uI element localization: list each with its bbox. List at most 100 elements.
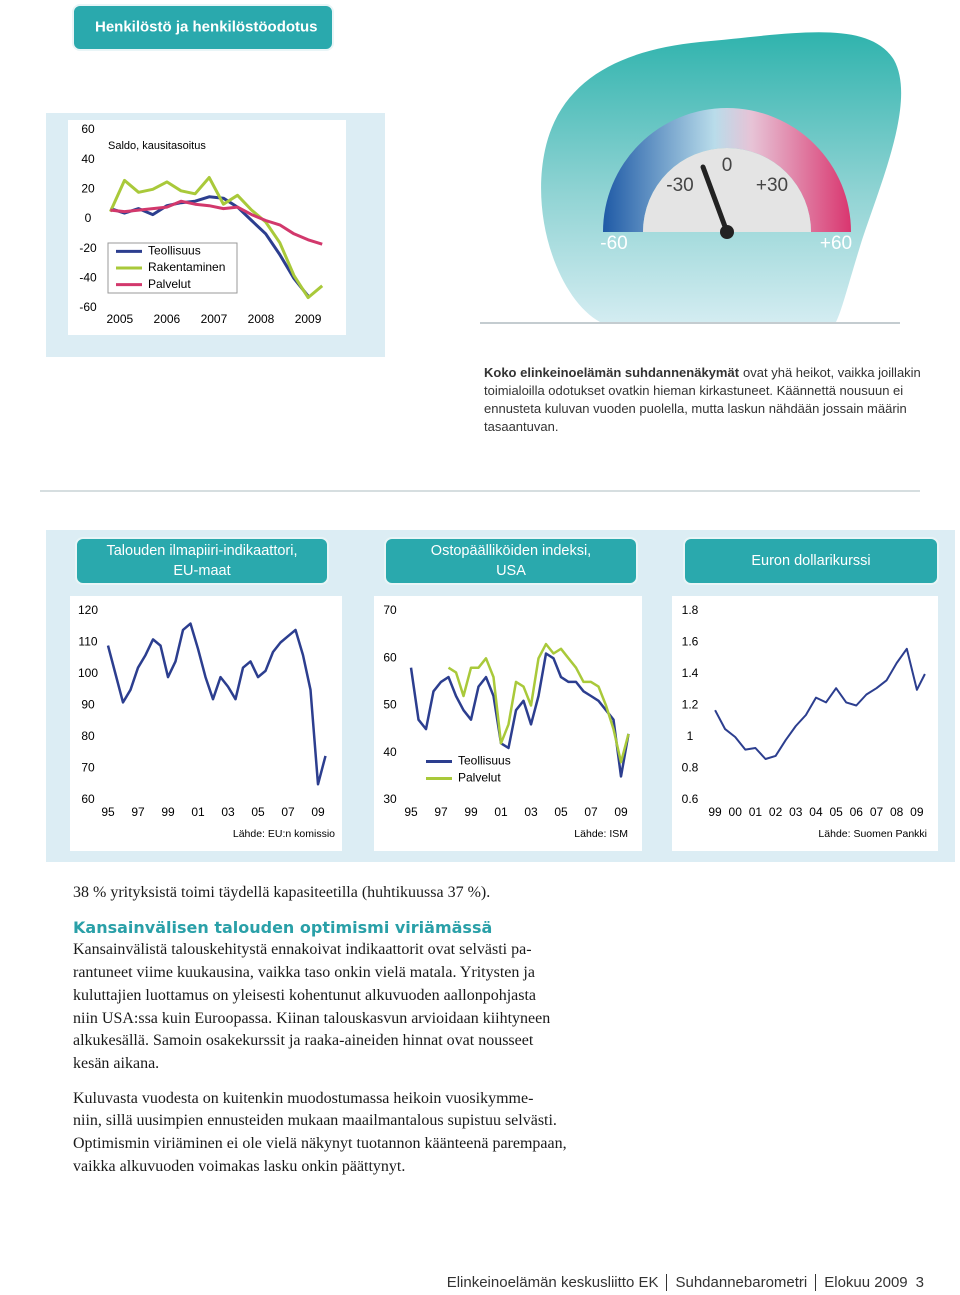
series-line	[714, 647, 926, 760]
plot-area	[68, 120, 346, 335]
legend-label: Teollisuus	[148, 244, 201, 258]
y-tick-label: 120	[78, 603, 98, 617]
y-tick-label: 70	[383, 603, 397, 617]
y-tick-label: 40	[81, 152, 95, 166]
chart-title: Talouden ilmapiiri-indikaattori,	[106, 543, 297, 559]
gauge-label: -60	[600, 233, 627, 254]
x-tick-label: 09	[910, 805, 924, 819]
footer-item: Elinkeinoelämän keskusliitto EK	[446, 1274, 659, 1291]
x-tick-label: 03	[221, 805, 235, 819]
x-tick-label: 03	[789, 805, 803, 819]
x-tick-label: 99	[161, 805, 175, 819]
paragraph-line: kuluttajien luottamus on yleisesti kohen…	[73, 986, 537, 1004]
legend-label: Palvelut	[458, 771, 501, 785]
paragraph-line: alkukesällä. Samoin osakekurssit ja raak…	[73, 1032, 534, 1050]
y-tick-label: -60	[79, 300, 97, 314]
intro-text: toimialoilla odotukset ovatkin hieman ki…	[484, 383, 904, 398]
y-tick-label: 0.8	[682, 761, 699, 775]
y-tick-label: 20	[81, 182, 95, 196]
x-tick-label: 05	[829, 805, 843, 819]
paragraph-line: vaikka alkuvuoden voimakas lasku onkin p…	[73, 1157, 406, 1175]
x-tick-label: 07	[584, 805, 598, 819]
y-tick-label: 0.6	[682, 792, 699, 806]
chart-title: EU-maat	[173, 563, 230, 579]
footer-item: Suhdannebarometri	[666, 1274, 808, 1291]
chart-title: Euron dollarikurssi	[751, 553, 870, 569]
title-tab	[384, 537, 638, 585]
y-tick-label: 90	[81, 698, 95, 712]
x-tick-label: 2005	[106, 312, 133, 326]
x-tick-label: 2009	[295, 312, 322, 326]
y-tick-label: 1.8	[682, 603, 699, 617]
page-number: 3	[915, 1274, 924, 1291]
x-tick-label: 08	[890, 805, 904, 819]
intro-line: Koko elinkeinoelämän suhdannenäkymät ovat…	[484, 364, 934, 382]
y-tick-label: 1.4	[682, 666, 699, 680]
y-tick-label: 40	[383, 745, 397, 759]
x-tick-label: 97	[434, 805, 448, 819]
legend-box	[418, 753, 510, 787]
legend-label: Teollisuus	[458, 754, 511, 768]
x-tick-label: 99	[708, 805, 722, 819]
section-heading: Kansainvälisen talouden optimismi viriäm…	[73, 917, 493, 937]
x-tick-label: 01	[494, 805, 508, 819]
x-tick-label: 2007	[201, 312, 228, 326]
chart-title: Henkilöstö ja henkilöstöodotus	[95, 18, 318, 35]
y-tick-label: 1.2	[682, 698, 699, 712]
x-tick-label: 97	[131, 805, 145, 819]
paragraph-line: Kansainvälistä talouskehitystä ennakoiva…	[73, 941, 532, 959]
y-tick-label: 1	[687, 729, 694, 743]
y-tick-label: -20	[79, 241, 97, 255]
y-tick-label: 80	[81, 729, 95, 743]
x-tick-label: 01	[191, 805, 205, 819]
paragraph-line: kesän aikana.	[73, 1054, 160, 1072]
footer-item: Elokuu 2009	[815, 1274, 908, 1291]
chart-source: Lähde: Suomen Pankki	[818, 828, 927, 840]
intro-line: tasaantuvan.	[484, 418, 934, 436]
y-tick-label: 60	[81, 122, 95, 136]
x-tick-label: 05	[251, 805, 265, 819]
x-tick-label: 95	[404, 805, 418, 819]
intro-line: toimialoilla odotukset ovatkin hieman ki…	[484, 382, 934, 400]
y-tick-label: 60	[81, 792, 95, 806]
x-tick-label: 09	[311, 805, 325, 819]
x-tick-label: 07	[281, 805, 295, 819]
plot-area	[70, 596, 342, 851]
intro-line: ennusteta kuluvan vuoden puolella, mutta…	[484, 400, 934, 418]
x-tick-label: 00	[729, 805, 743, 819]
intro-text: Koko elinkeinoelämän suhdannenäkymät ovat…	[484, 364, 934, 436]
y-tick-label: -40	[79, 271, 97, 285]
legend-label: Rakentaminen	[148, 260, 225, 274]
footer: Elinkeinoelämän keskusliitto EK Suhdanneb…	[447, 1274, 924, 1291]
intro-text: ovat yhä heikot, vaikka joillakin	[743, 365, 921, 380]
y-tick-label: 50	[383, 698, 397, 712]
y-tick-label: 30	[383, 792, 397, 806]
paragraph: Kuluvasta vuodesta on kuitenkin muodostu…	[73, 1088, 673, 1179]
legend-label: Palvelut	[148, 277, 191, 291]
chart-title: Ostopäälliköiden indeksi,	[431, 543, 591, 559]
gauge-needle	[700, 164, 730, 235]
gauge-label: -30	[666, 175, 693, 196]
gauge-label: 0	[722, 155, 733, 176]
y-tick-label: 70	[81, 761, 95, 775]
x-tick-label: 06	[850, 805, 864, 819]
y-tick-label: 0	[85, 211, 92, 225]
paragraph-line: Kuluvasta vuodesta on kuitenkin muodostu…	[73, 1089, 534, 1107]
intro-text: tasaantuvan.	[484, 419, 559, 434]
x-tick-label: 2008	[248, 312, 275, 326]
chart-source: Lähde: ISM	[574, 828, 628, 840]
body-text: 38 % yrityksistä toimi täydellä kapasite…	[73, 882, 673, 1190]
series-line	[106, 622, 327, 786]
title-tab	[683, 537, 939, 585]
paragraph-line: Optimismin viriäminen ei ole vielä näkyn…	[73, 1135, 567, 1153]
gauge-face	[643, 148, 811, 232]
x-tick-label: 09	[614, 805, 628, 819]
title-tab	[72, 4, 334, 51]
y-tick-label: 1.6	[682, 635, 699, 649]
title-tab	[75, 537, 329, 585]
intro-text: ennusteta kuluvan vuoden puolella, mutta…	[484, 401, 907, 416]
paragraph-line: niin USA:ssa kuin Euroopassa. Kiinan tal…	[73, 1009, 551, 1027]
chart-source: Lähde: EU:n komissio	[233, 828, 335, 840]
chart-subtitle: Saldo, kausitasoitus	[108, 140, 206, 152]
